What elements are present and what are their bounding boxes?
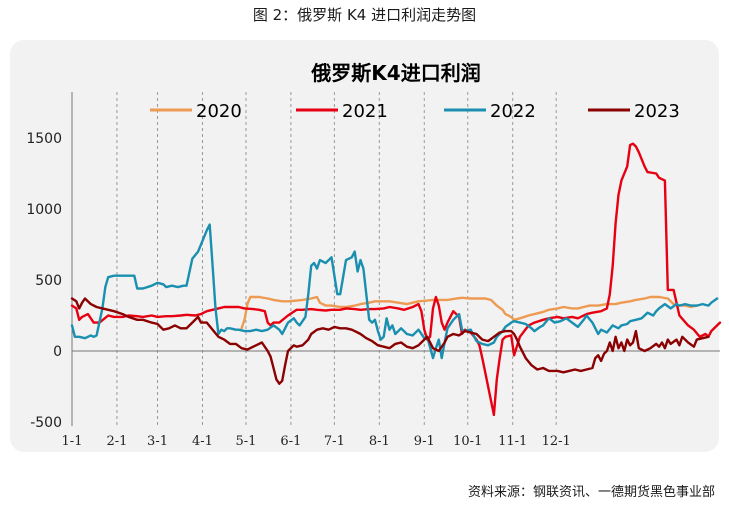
figure-caption: 图 2：俄罗斯 K4 进口利润走势图 [252, 6, 477, 24]
legend-label-2020: 2020 [196, 101, 242, 122]
series-line-2022 [70, 223, 719, 360]
x-tick-3-1: 3-1 [147, 434, 168, 449]
legend-item-2020: 2020 [150, 101, 242, 122]
legend-label-2023: 2023 [634, 101, 680, 122]
x-tick-9-1: 9-1 [414, 434, 435, 449]
grid-lines [116, 92, 557, 426]
x-tick-5-1: 5-1 [235, 434, 256, 449]
series-lines [70, 142, 722, 417]
series-line-2020 [240, 295, 698, 330]
y-axis: 1500 1000 500 0 -500 [26, 92, 720, 431]
y-tick-500: 500 [35, 273, 62, 289]
x-tick-4-1: 4-1 [192, 434, 213, 449]
x-tick-12-1: 12-1 [542, 434, 571, 449]
x-tick-7-1: 7-1 [324, 434, 345, 449]
y-tick-1000: 1000 [26, 202, 62, 218]
x-tick-8-1: 8-1 [369, 434, 390, 449]
series-line-2023 [70, 297, 710, 385]
y-tick--500: -500 [30, 415, 62, 431]
source-note: 资料来源：钢联资讯、一德期货黑色事业部 [467, 485, 715, 500]
legend: 2020 2021 2022 2023 [150, 101, 680, 122]
chart-title: 俄罗斯K4进口利润 [310, 61, 480, 85]
legend-label-2022: 2022 [490, 101, 536, 122]
x-tick-1-1: 1-1 [62, 434, 83, 449]
legend-label-2021: 2021 [342, 101, 388, 122]
legend-item-2023: 2023 [588, 101, 680, 122]
x-tick-10-1: 10-1 [453, 434, 482, 449]
x-tick-2-1: 2-1 [106, 434, 127, 449]
y-tick-1500: 1500 [26, 131, 62, 147]
legend-item-2021: 2021 [296, 101, 388, 122]
x-tick-11-1: 11-1 [498, 434, 527, 449]
series-line-2021 [70, 142, 722, 417]
x-tick-6-1: 6-1 [280, 434, 301, 449]
legend-item-2022: 2022 [444, 101, 536, 122]
y-tick-0: 0 [53, 344, 62, 360]
x-axis: 1-1 2-1 3-1 4-1 5-1 6-1 7-1 8-1 9-1 10-1 11-1 12-1 [62, 434, 571, 449]
